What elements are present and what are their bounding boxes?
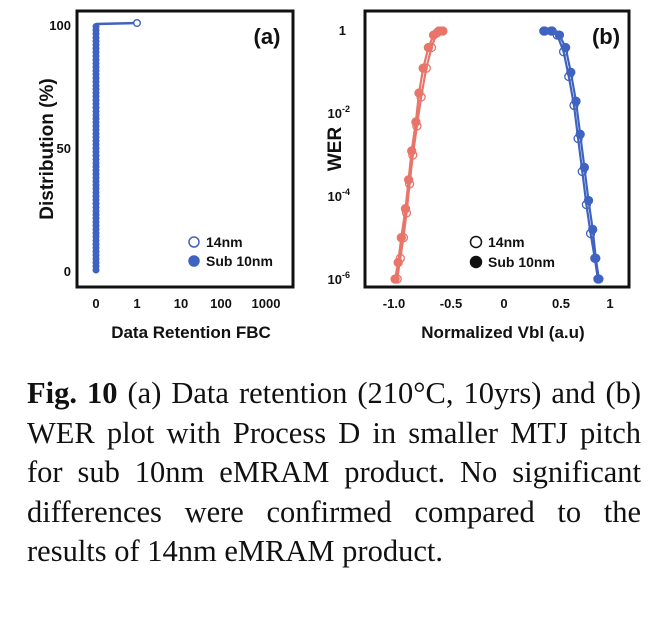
caption-text: (a) Data retention (210°C, 10yrs) and (b…	[27, 376, 642, 568]
panel-b-data-point	[575, 129, 585, 139]
panel-b-xtick-05: 0.5	[552, 296, 570, 311]
panel-b-data-point	[579, 162, 590, 173]
panel-b-data-point	[588, 224, 598, 235]
panel-a-data-retention: (a) Distribution (%) Data Retention FBC …	[37, 9, 295, 342]
panel-a-legend-sub10: Sub 10nm	[206, 253, 273, 269]
panel-b-data-point	[547, 26, 557, 36]
panel-b-data-point	[393, 257, 403, 268]
panel-a-marker-stack	[92, 23, 100, 274]
panel-b-data-point	[566, 67, 576, 77]
panel-a-legend-sub10-marker	[188, 255, 200, 267]
panel-a-frame	[75, 9, 295, 289]
panel-b-ytick-1e-2: 10-2	[328, 104, 350, 121]
panel-b-data-point	[403, 175, 414, 185]
panel-b-data-point	[583, 195, 594, 206]
panel-b-data-point	[418, 63, 428, 73]
panel-b-legend-14nm-marker	[469, 235, 483, 249]
panel-b-data-point	[400, 204, 411, 214]
panel-a-legend-14nm-marker	[188, 236, 200, 248]
panel-b-xtick-m1: -1.0	[383, 296, 405, 311]
panel-a-xtick-1: 1	[133, 296, 140, 311]
panel-a-xtick-1000: 1000	[252, 296, 281, 311]
panel-a-14nm-line	[95, 21, 138, 26]
panel-a-legend: 14nm Sub 10nm	[188, 234, 273, 269]
panel-b-legend-sub10: Sub 10nm	[488, 254, 555, 270]
panel-b-data-point	[396, 233, 406, 243]
panel-b-data-point	[594, 274, 604, 284]
panel-b-label: (b)	[592, 24, 620, 49]
panel-a-label: (a)	[254, 24, 281, 49]
panel-b-data-point	[411, 117, 421, 127]
figure-caption: Fig. 10 (a) Data retention (210°C, 10yrs…	[27, 374, 641, 572]
panel-a-ytick-50: 50	[57, 141, 71, 156]
panel-a-ytick-100: 100	[49, 18, 71, 33]
panel-b-ylabel: WER	[325, 127, 346, 172]
panel-a-ylabel: Distribution (%)	[37, 78, 58, 219]
panel-b-xtick-0: 0	[500, 296, 507, 311]
figure-svg: (a) Distribution (%) Data Retention FBC …	[37, 9, 631, 342]
panel-b-data-point	[560, 42, 571, 53]
panel-b-xtick-1: 1	[606, 296, 613, 311]
panel-b-data-point	[591, 253, 601, 263]
panel-a-xtick-100: 100	[210, 296, 232, 311]
panel-b-data-point	[438, 26, 448, 36]
panel-b-data-point	[554, 30, 565, 40]
panel-a-xlabel: Data Retention FBC	[111, 323, 271, 342]
panel-b-legend-sub10-marker	[469, 255, 483, 269]
panel-a-ytick-0: 0	[64, 264, 71, 279]
panel-a-data-point	[92, 23, 100, 30]
panel-b-ytick-1e-4: 10-4	[328, 187, 350, 204]
panel-b-legend-14nm: 14nm	[488, 234, 525, 250]
panel-b-xlabel: Normalized Vbl (a.u)	[421, 323, 584, 342]
panel-b-ytick-1e-6: 10-6	[328, 270, 350, 287]
panel-b-ytick-1e0: 1	[339, 23, 346, 38]
figure-10: (a) Distribution (%) Data Retention FBC …	[37, 9, 631, 342]
panel-a-xtick-0: 0	[92, 296, 99, 311]
panel-a-legend-14nm: 14nm	[206, 234, 243, 250]
panel-b-data-point	[423, 42, 434, 53]
panel-b-data-point	[571, 96, 581, 106]
panel-a-xtick-10: 10	[174, 296, 188, 311]
panel-b-legend: 14nm Sub 10nm	[469, 234, 555, 270]
panel-a-14nm-point-fbc1	[132, 19, 141, 28]
panel-b-wer: (b) WER Normalized Vbl (a.u) 1 10-2 10-4…	[325, 9, 631, 342]
panel-b-data-point	[414, 88, 424, 98]
caption-figure-label: Fig. 10	[27, 376, 118, 410]
panel-b-data-point	[407, 146, 417, 156]
panel-b-data-point	[390, 274, 400, 284]
panel-b-xtick-m05: -0.5	[440, 296, 462, 311]
panel-b-series-group	[390, 26, 604, 284]
